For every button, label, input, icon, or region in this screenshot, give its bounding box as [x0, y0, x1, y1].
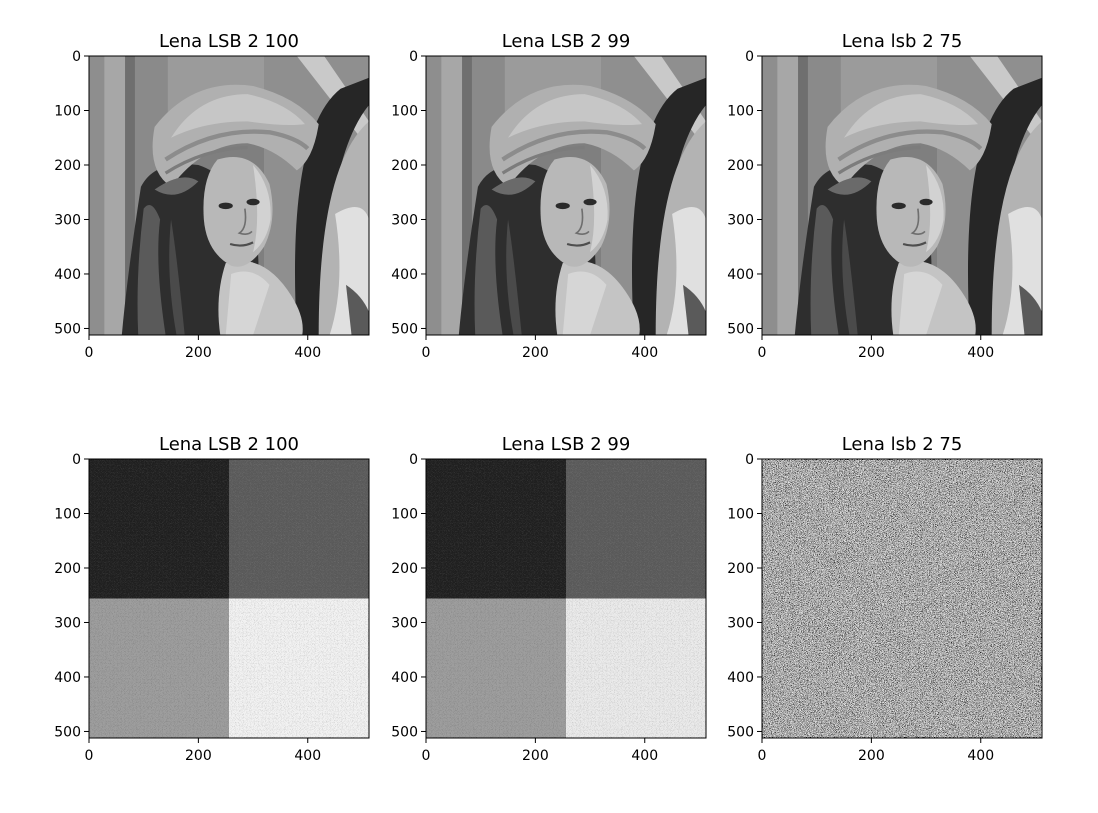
x-tick-label: 0: [422, 748, 431, 764]
x-tick-label: 400: [631, 748, 658, 764]
x-tick-label: 200: [185, 748, 212, 764]
quadrant-noise-4: [566, 598, 706, 738]
noise-texture: [762, 459, 1042, 738]
quadrant-noise-1: [89, 459, 229, 599]
y-tick-label: 200: [391, 561, 418, 577]
x-tick-label: 400: [967, 345, 994, 361]
lena-portrait: [426, 56, 706, 335]
x-tick-label: 400: [294, 748, 321, 764]
image-2: [426, 56, 706, 335]
y-tick-label: 300: [54, 212, 81, 228]
axes-frame: [88, 458, 370, 739]
x-tick-label: 400: [294, 345, 321, 361]
y-tick-label: 100: [54, 103, 81, 119]
axes-frame: [761, 55, 1043, 336]
x-tick-label: 400: [631, 345, 658, 361]
image-6: [762, 459, 1042, 738]
y-tick-label: 0: [409, 452, 418, 468]
y-tick-label: 0: [409, 49, 418, 65]
y-tick-label: 0: [72, 49, 81, 65]
quadrant-noise-3: [89, 598, 229, 738]
y-tick-label: 100: [391, 506, 418, 522]
axes-frame: [88, 55, 370, 336]
subplot-title: Lena LSB 2 100: [159, 31, 299, 52]
x-tick-label: 200: [858, 345, 885, 361]
y-tick-label: 500: [391, 724, 418, 740]
y-tick-label: 400: [391, 267, 418, 283]
y-tick-label: 500: [54, 724, 81, 740]
image-3: [762, 56, 1042, 335]
x-tick-label: 400: [967, 748, 994, 764]
y-tick-label: 500: [727, 321, 754, 337]
quadrant-noise-4: [229, 598, 369, 738]
y-tick-label: 400: [54, 670, 81, 686]
y-tick-label: 0: [745, 452, 754, 468]
image-4: [89, 459, 369, 738]
subplot-title: Lena LSB 2 99: [502, 434, 631, 455]
y-tick-label: 300: [391, 615, 418, 631]
quadrant-noise-1: [426, 459, 566, 599]
subplot-6: Lena lsb 2 75 0 200 400 0 100 200 300 400 500: [727, 434, 1043, 764]
x-tick-label: 0: [758, 748, 767, 764]
image-1: [89, 56, 369, 335]
x-tick-label: 200: [522, 748, 549, 764]
subplot-5: Lena LSB 2 99 0 200 400 0 100 200 300 400 500: [391, 434, 707, 764]
quadrant-noise-2: [229, 459, 369, 599]
y-tick-label: 300: [727, 615, 754, 631]
x-tick-label: 0: [85, 345, 94, 361]
y-tick-label: 400: [54, 267, 81, 283]
subplot-title: Lena lsb 2 75: [842, 31, 963, 52]
axes-frame: [425, 458, 707, 739]
axes-frame: [761, 458, 1043, 739]
y-tick-label: 100: [727, 506, 754, 522]
lena-portrait: [762, 56, 1042, 335]
subplot-2: Lena LSB 2 99 0 200 400 0 100 200 300 400 500: [391, 31, 707, 361]
y-tick-label: 400: [727, 670, 754, 686]
y-tick-label: 200: [727, 561, 754, 577]
y-tick-label: 400: [391, 670, 418, 686]
quadrant-noise-2: [566, 459, 706, 599]
y-tick-label: 500: [727, 724, 754, 740]
x-tick-label: 200: [185, 345, 212, 361]
y-tick-label: 400: [727, 267, 754, 283]
lena-portrait: [89, 56, 369, 335]
y-tick-label: 200: [727, 158, 754, 174]
y-tick-label: 0: [72, 452, 81, 468]
x-tick-label: 0: [758, 345, 767, 361]
y-tick-label: 500: [54, 321, 81, 337]
axes-frame: [425, 55, 707, 336]
subplot-4: Lena LSB 2 100 0 200 400 0 100 200 300 400 500: [54, 434, 370, 764]
y-tick-label: 500: [391, 321, 418, 337]
subplot-1: Lena LSB 2 100 0 200 400 0 100 200 300 400 500: [54, 31, 370, 361]
y-tick-label: 300: [727, 212, 754, 228]
image-5: [426, 459, 706, 738]
subplot-title: Lena lsb 2 75: [842, 434, 963, 455]
y-tick-label: 100: [54, 506, 81, 522]
quadrant-noise-3: [426, 598, 566, 738]
y-tick-label: 0: [745, 49, 754, 65]
x-tick-label: 200: [858, 748, 885, 764]
subplot-title: Lena LSB 2 100: [159, 434, 299, 455]
y-tick-label: 200: [54, 561, 81, 577]
y-tick-label: 100: [391, 103, 418, 119]
y-tick-label: 200: [391, 158, 418, 174]
y-tick-label: 200: [54, 158, 81, 174]
y-tick-label: 300: [54, 615, 81, 631]
x-tick-label: 200: [522, 345, 549, 361]
subplot-title: Lena LSB 2 99: [502, 31, 631, 52]
y-tick-label: 100: [727, 103, 754, 119]
subplot-3: Lena lsb 2 75 0 200 400 0 100 200 300 400 500: [727, 31, 1043, 361]
x-tick-label: 0: [422, 345, 431, 361]
x-tick-label: 0: [85, 748, 94, 764]
y-tick-label: 300: [391, 212, 418, 228]
